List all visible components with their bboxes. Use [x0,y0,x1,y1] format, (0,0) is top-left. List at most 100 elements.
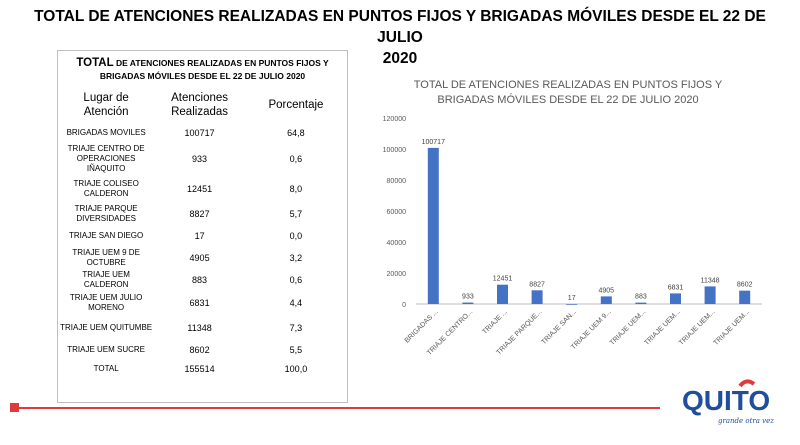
table-row: TRIAJE UEM SUCRE 8602 5,5 [58,340,347,359]
x-tick-label: TRIAJE ... [481,308,509,336]
data-label: 100717 [422,139,445,146]
data-label: 6831 [668,284,684,291]
y-tick-label: 20000 [387,271,407,278]
data-label: 8827 [529,281,545,288]
table-title-lead: TOTAL [76,57,114,69]
bar [497,284,508,304]
table-title-rest: DE ATENCIONES REALIZADAS EN PUNTOS FIJOS… [99,58,329,81]
table-row: TRIAJE UEM JULIO MORENO 6831 4,4 [58,290,347,315]
column-header-count: Atenciones Realizadas [171,92,229,118]
cell-place: TRIAJE COLISEO CALDERON [73,178,139,198]
data-label: 4905 [599,287,615,294]
cell-count: 8602 [189,344,210,355]
cell-count: 4905 [189,252,210,263]
footer-accent-line [10,407,660,409]
page-title-line2: 2020 [382,50,418,67]
cell-count: 933 [192,154,208,164]
y-tick-label: 120000 [383,116,406,123]
quito-logo: QUITO grande otra vez [682,379,774,425]
logo-tagline: grande otra vez [718,417,774,425]
bar [566,303,578,305]
cell-place: TOTAL [93,363,119,373]
cell-place: TRIAJE UEM CALDERON [82,270,130,289]
cell-percentage: 5,5 [289,344,303,355]
table-body: BRIGADAS MOVILES 100717 64,8 TRIAJE CENTRO … [58,123,347,378]
x-tick-label: TRIAJE UEM... [713,308,752,347]
cell-percentage: 64,8 [287,127,305,138]
bar [704,286,716,304]
table-header-row: Lugar de Atención Atenciones Realizadas … [58,87,347,123]
data-label: 8602 [737,282,753,289]
cell-count: 883 [192,275,208,285]
table-row: TRIAJE CENTRO DE OPERACIONES IÑAQUITO 933… [58,142,347,176]
column-header-place: Lugar de Atención [83,92,129,118]
y-tick-label: 60000 [387,209,407,216]
bar [462,302,474,304]
data-label: 12451 [493,276,513,283]
x-axis-labels: BRIGADAS ...TRIAJE CENTRO... TRIAJE ...TR… [404,308,751,356]
x-tick-label: BRIGADAS ... [404,308,440,344]
y-tick-label: 80000 [387,178,407,185]
cell-count: 6831 [189,297,210,308]
x-tick-label: TRIAJE SAN... [540,308,578,346]
cell-place: TRIAJE UEM QUITUMBE [60,322,153,332]
cell-count: 17 [194,230,205,241]
cell-percentage: 3,2 [289,252,303,263]
table-row: BRIGADAS MOVILES 100717 64,8 [58,123,347,142]
data-label: 17 [568,295,576,302]
table-row: TRIAJE SAN DIEGO 17 0,0 [58,226,347,245]
cell-place: TRIAJE UEM JULIO MORENO [69,292,143,312]
bar [670,293,681,304]
cell-percentage: 0,0 [289,230,303,241]
cell-count: 100717 [184,127,215,138]
bar [427,147,439,304]
cell-place: TRIAJE UEM 9 DE OCTUBRE [72,247,140,267]
y-tick-label: 40000 [387,240,407,247]
table-row: TRIAJE UEM 9 DE OCTUBRE 4905 3,2 [58,245,347,270]
cell-percentage: 0,6 [289,275,303,285]
bar [531,290,543,304]
y-tick-label: 0 [402,302,406,309]
y-axis: 0 20000 40000 60000 80000 100000 120000 [383,116,406,309]
cell-place: BRIGADAS MOVILES [66,127,146,137]
chart-title-line1: TOTAL DE ATENCIONES REALIZADAS EN PUNTOS… [414,79,723,91]
cell-percentage: 100,0 [284,363,308,374]
x-tick-label: TRIAJE UEM... [643,308,682,347]
data-label: 933 [462,294,474,301]
cell-percentage: 7,3 [289,322,303,333]
attention-table: Lugar de Atención Atenciones Realizadas … [58,87,347,378]
data-table-panel: TOTAL DE ATENCIONES REALIZADAS EN PUNTOS… [57,50,348,403]
x-tick-label: TRIAJE UEM... [609,308,648,347]
table-title: TOTAL DE ATENCIONES REALIZADAS EN PUNTOS… [66,57,339,83]
data-label: 883 [635,294,647,301]
cell-percentage: 4,4 [289,297,303,308]
table-row: TRIAJE UEM CALDERON 883 0,6 [58,270,347,290]
cell-count: 11348 [187,322,212,333]
bar [635,302,647,304]
logo-text: QUITO [682,385,770,416]
table-row: TRIAJE UEM QUITUMBE 11348 7,3 [58,315,347,340]
y-tick-label: 100000 [383,147,406,154]
bar-series: 100717 933 12451 8827 17 4905 883 6831 11348 8602 [422,139,753,305]
data-label: 11348 [701,277,720,284]
cell-percentage: 5,7 [289,208,303,219]
cell-count: 12451 [187,183,213,194]
table-row: TRIAJE COLISEO CALDERON 12451 8,0 [58,176,347,201]
bar [600,296,612,304]
cell-place: TRIAJE PARQUE DIVERSIDADES [74,203,138,223]
chart-title-line2: BRIGADAS MÓVILES DESDE EL 22 DE JULIO 20… [437,93,698,106]
table-row: TRIAJE PARQUE DIVERSIDADES 8827 5,7 [58,201,347,226]
cell-count: 8827 [189,208,210,219]
x-tick-label: TRIAJE UEM... [678,308,717,347]
cell-place: TRIAJE CENTRO DE OPERACIONES IÑAQUITO [67,144,145,173]
cell-place: TRIAJE SAN DIEGO [69,230,144,240]
bar [739,290,751,304]
page-title: TOTAL DE ATENCIONES REALIZADAS EN PUNTOS… [10,6,790,69]
cell-percentage: 8,0 [289,183,303,194]
cell-count: 155514 [184,363,215,374]
cell-percentage: 0,6 [289,154,303,164]
cell-place: TRIAJE UEM SUCRE [67,344,146,354]
table-row: TOTAL 155514 100,0 [58,359,347,378]
column-header-percentage: Porcentaje [268,99,324,111]
bar-chart: TOTAL DE ATENCIONES REALIZADAS EN PUNTOS… [383,79,762,357]
